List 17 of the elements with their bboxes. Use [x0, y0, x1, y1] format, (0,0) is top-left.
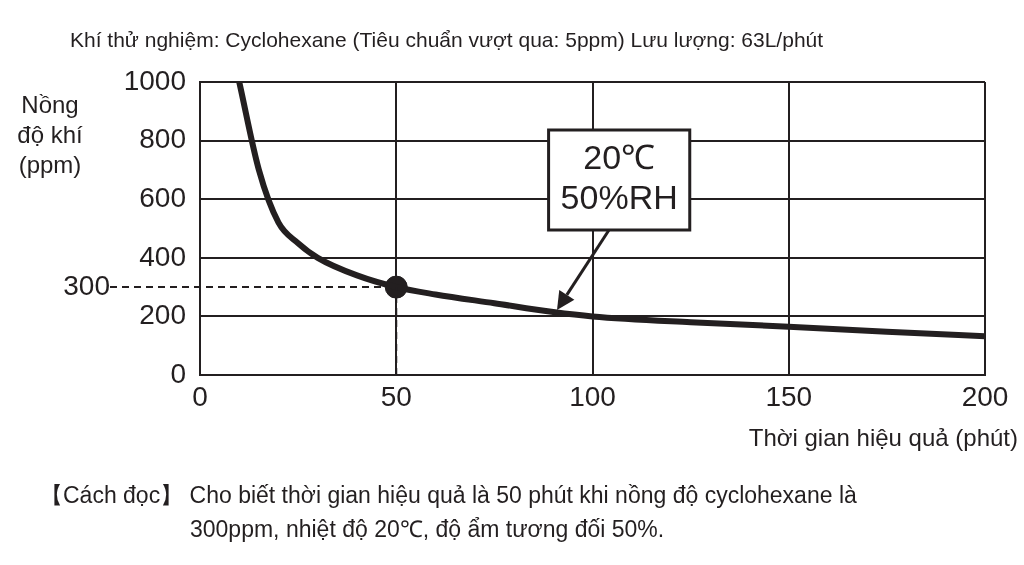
x-axis-title: Thời gian hiệu quả (phút) [748, 424, 1018, 452]
y-axis-title: Nồng độ khí (ppm) [16, 90, 84, 180]
text: 【Cách đọc】 Cho biết thời gian hiệu quả là 50 phút khi nồng độ cyclohexane là 300ppm, nhiệt độ 20℃, độ ẩm tương đối 50%. [40, 481, 858, 544]
ref-line-label: 300 [63, 269, 110, 301]
x-tick-label: 100 [569, 380, 616, 412]
x-tick-label: 50 [380, 380, 412, 412]
x-tick-label: 150 [765, 380, 813, 412]
x-tick-label: 0 [192, 380, 208, 412]
y-tick-label: 0 [170, 357, 186, 389]
x-tick-label: 200 [961, 380, 1009, 412]
chart-title: Khí thử nghiệm: Cyclohexane (Tiêu chuẩn vượt qua: 5ppm) Lưu lượng: 63L/phút [70, 28, 824, 52]
y-tick-label: 600 [139, 181, 186, 213]
y-tick-label: 800 [139, 123, 186, 155]
annotation: 20℃ 50%RH [560, 138, 678, 217]
y-tick-label: 400 [139, 240, 186, 272]
y-tick-label: 1000 [123, 64, 186, 96]
y-tick-label: 200 [139, 299, 186, 331]
